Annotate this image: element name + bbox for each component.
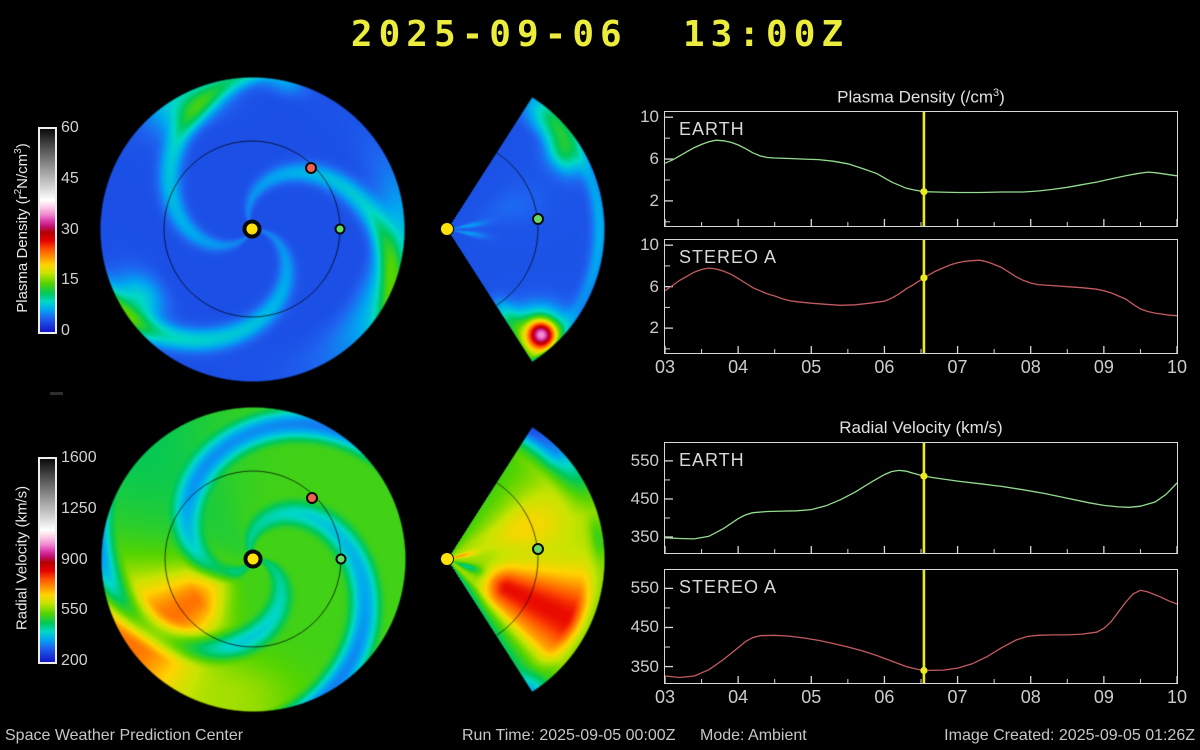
x-tick-label: 08 — [1020, 687, 1041, 707]
sun-marker — [242, 219, 262, 239]
y-tick-label: 550 — [630, 578, 659, 598]
y-tick-label: 2 — [649, 318, 659, 338]
panel-label-stereo-a: STEREO A — [679, 577, 778, 597]
footer-org-name: Space Weather Prediction Center — [5, 727, 244, 744]
earth-marker — [335, 553, 347, 565]
colorbar-tick-label: 200 — [61, 652, 88, 669]
y-tick-label: 10 — [640, 107, 659, 127]
stereo-a-marker — [306, 492, 318, 504]
colorbar-tick-label: 15 — [61, 271, 79, 289]
y-tick-label: 550 — [630, 450, 659, 470]
velocity-meridional-wedge-map — [440, 415, 615, 705]
current-time-marker — [920, 188, 928, 196]
x-tick-label: 10 — [1166, 687, 1188, 707]
colorbar-tick-label: 1250 — [61, 499, 97, 517]
density-meridional-wedge-map — [440, 85, 615, 375]
velocity-earth-panel — [664, 442, 1178, 554]
x-tick-label: 07 — [947, 357, 968, 377]
x-tick-label: 05 — [801, 687, 822, 707]
series-line-earth — [664, 139, 1178, 194]
density-earth-panel — [664, 111, 1178, 227]
x-tick-label: 05 — [801, 357, 822, 377]
y-tick-label: 350 — [630, 527, 659, 546]
y-tick-label: 2 — [649, 190, 659, 210]
x-tick-label: 03 — [654, 357, 676, 377]
series-line-stereo-a — [664, 259, 1178, 317]
velocity-colorbar-gradient — [38, 457, 57, 664]
velocity-stereo-a-panel — [664, 569, 1178, 684]
density-chart-title: Plasma Density (/cm3) — [837, 87, 1005, 107]
x-tick-label: 06 — [874, 357, 895, 377]
series-line-stereo-a — [664, 589, 1178, 679]
colorbar-tick-label: 0 — [61, 322, 70, 339]
velocity-chart-title: Radial Velocity (km/s) — [839, 418, 1003, 437]
x-tick-label: 03 — [654, 687, 676, 707]
y-tick-label: 6 — [649, 149, 659, 169]
x-tick-label: 09 — [1093, 357, 1114, 377]
panel-plot — [664, 570, 1178, 683]
colorbar-tick-label: 900 — [61, 550, 88, 568]
current-time-marker — [920, 666, 928, 675]
forecast-timestamp-title: 2025-09-06 13:00Z — [350, 14, 850, 55]
x-tick-label: 09 — [1093, 687, 1114, 707]
y-tick-label: 6 — [649, 276, 659, 296]
colorbar-tick-label: 1600 — [61, 449, 97, 466]
sun-marker — [440, 222, 454, 236]
x-tick-label: 04 — [728, 357, 749, 377]
velocity-colorbar-label: Radial Velocity (km/s) — [13, 485, 31, 631]
density-colorbar-gradient — [38, 127, 57, 334]
x-tick-label: 04 — [728, 687, 749, 707]
earth-marker — [532, 213, 544, 225]
panel-label-earth: EARTH — [679, 450, 745, 470]
panel-label-stereo-a: STEREO A — [679, 247, 778, 267]
y-tick-label: 350 — [630, 656, 659, 676]
footer-run-time: Run Time: 2025-09-05 00:00Z — [462, 727, 676, 744]
y-tick-label: 450 — [630, 488, 659, 508]
stereo-a-marker — [305, 162, 317, 174]
x-tick-label: 06 — [874, 687, 895, 707]
sun-marker — [440, 552, 454, 566]
footer-mode: Mode: Ambient — [700, 727, 807, 744]
panel-plot — [664, 112, 1178, 226]
colorbar-tick-label: 45 — [61, 169, 79, 187]
sun-marker — [243, 549, 263, 569]
density-stereo-a-panel — [664, 239, 1178, 354]
current-time-marker — [920, 472, 928, 480]
panel-plot — [664, 443, 1178, 553]
current-time-marker — [920, 274, 928, 282]
dash-mark — [50, 392, 63, 395]
earth-marker — [334, 223, 346, 235]
colorbar-tick-label: 550 — [61, 601, 88, 619]
footer-image-created: Image Created: 2025-09-05 01:26Z — [944, 727, 1195, 744]
panel-label-earth: EARTH — [679, 119, 745, 139]
earth-marker — [532, 543, 544, 555]
colorbar-tick-label: 30 — [61, 220, 79, 238]
colorbar-tick-label: 60 — [61, 119, 79, 136]
density-colorbar-label: Plasma Density (r2N/cm3) — [13, 143, 31, 313]
x-tick-label: 07 — [947, 687, 968, 707]
series-line-earth — [664, 469, 1178, 540]
y-tick-label: 450 — [630, 617, 659, 637]
x-tick-label: 10 — [1166, 357, 1188, 377]
y-tick-label: 10 — [640, 235, 659, 255]
x-tick-label: 08 — [1020, 357, 1041, 377]
